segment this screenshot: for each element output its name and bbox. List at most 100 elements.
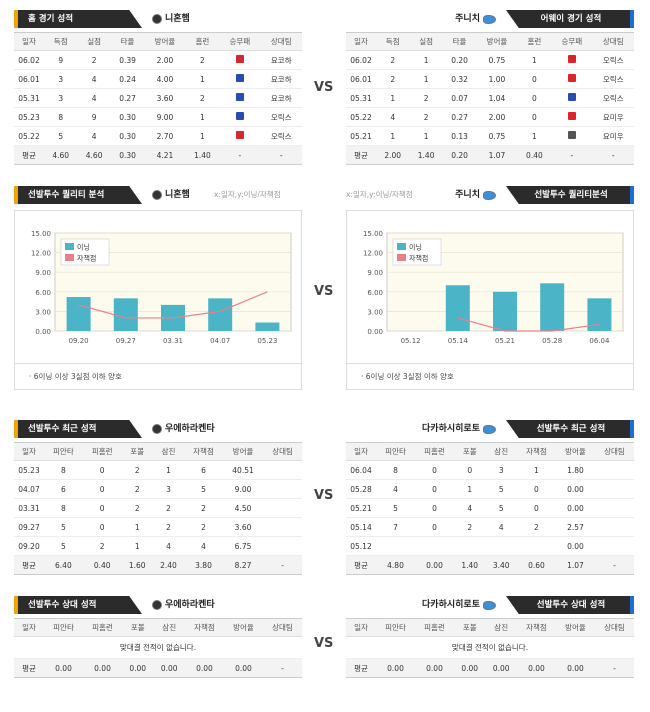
- column-header: 방어율: [476, 32, 518, 51]
- table-row: 05.22 4 2 0.27 2.00 0 요미우: [346, 107, 634, 127]
- column-header: 삼진: [485, 618, 517, 637]
- vs-label: VS: [314, 80, 334, 95]
- legend-label: 자책점: [409, 254, 428, 263]
- column-header: 일자: [14, 442, 44, 461]
- table-cell: 2: [121, 479, 153, 499]
- result-badge-icon: [235, 74, 244, 82]
- away-quality-tag: 선발투수 퀄리티분석: [506, 186, 634, 204]
- away-quality-svg: 15.00 12.00 9.00 6.00 3.00 0.00 05.12 05.14 05.2…: [363, 230, 624, 345]
- result-badge-icon: [567, 131, 576, 139]
- table-cell: 9.00: [222, 479, 264, 499]
- table-row: 09.20 5 2 1 4 4 6.75: [14, 536, 302, 556]
- table-cell: 05.12: [346, 536, 376, 556]
- avg-cell: 평균: [346, 658, 376, 678]
- empty-message: 맞대결 전적이 없습니다.: [346, 636, 634, 659]
- table-cell: 2: [121, 460, 153, 480]
- column-header: 포볼: [121, 442, 153, 461]
- result-badge-icon: [567, 74, 576, 82]
- avg-cell: 평균: [14, 145, 44, 165]
- table-cell: 3: [44, 69, 78, 89]
- y-tick-label: 15.00: [363, 230, 383, 238]
- avg-cell: 0.00: [555, 658, 595, 678]
- avg-cell: 0.00: [485, 658, 517, 678]
- avg-cell: 0.40: [82, 555, 122, 575]
- opponent-cell: 오릭스: [260, 107, 302, 127]
- table-cell: [594, 479, 634, 499]
- table-cell: 4.00: [144, 69, 186, 89]
- y-tick-label: 6.00: [367, 289, 383, 297]
- result-badge-icon: [567, 55, 576, 63]
- table-cell: 06.01: [14, 69, 44, 89]
- table-cell: 05.23: [14, 107, 44, 127]
- table-cell: 6: [184, 460, 223, 480]
- avg-cell: 0.00: [415, 555, 454, 575]
- table-cell: 4: [152, 536, 185, 556]
- table-cell: 09.20: [14, 536, 44, 556]
- table-cell: 1: [185, 107, 220, 127]
- table-cell: 1: [121, 517, 153, 537]
- team-logo-icon: [483, 600, 496, 610]
- away-quality-chart: 15.00 12.00 9.00 6.00 3.00 0.00 05.12 05.14 05.2…: [346, 210, 634, 364]
- table-cell: 1: [454, 479, 486, 499]
- avg-cell: 0.40: [517, 145, 552, 165]
- avg-cell: 6.40: [44, 555, 83, 575]
- table-cell: [263, 517, 302, 537]
- table-cell: 0: [415, 498, 454, 518]
- y-tick-label: 3.00: [35, 308, 51, 316]
- x-tick-label: 09.20: [69, 337, 89, 345]
- series-line: [78, 291, 268, 319]
- table-cell: 7: [376, 517, 415, 537]
- away-recent-panel: 주니치 어웨이 경기 성적 일자 득점 실점 타율 방어율 홈런 승무패 상대팀 06.02 2…: [346, 10, 634, 165]
- avg-cell: 0.00: [223, 658, 263, 678]
- table-cell: 4: [77, 126, 111, 146]
- home-quality-chart: 15.00 12.00 9.00 6.00 3.00 0.00 09.20 09.27 03.3…: [14, 210, 302, 364]
- result-badge-icon: [235, 131, 244, 139]
- table-cell: 0: [82, 517, 122, 537]
- table-cell: 1: [409, 126, 443, 146]
- table-cell: 8: [44, 498, 83, 518]
- column-header: 타율: [442, 32, 477, 51]
- table-cell: 9: [77, 107, 111, 127]
- x-tick-label: 05.23: [257, 337, 277, 345]
- home-team-label: 니혼햄: [152, 186, 190, 204]
- result-cell: [219, 69, 261, 89]
- table-cell: 0.13: [442, 126, 477, 146]
- avg-cell: -: [263, 555, 302, 575]
- table-cell: 5: [376, 498, 415, 518]
- table-cell: [376, 536, 415, 556]
- column-header: 방어율: [555, 442, 595, 461]
- table-cell: 5: [485, 479, 517, 499]
- table-row: 09.27 5 0 1 2 2 3.60: [14, 517, 302, 537]
- y-tick-label: 9.00: [35, 269, 51, 277]
- result-badge-icon: [567, 112, 576, 120]
- opponent-cell: 요미우: [592, 107, 634, 127]
- y-tick-label: 12.00: [31, 250, 51, 258]
- column-header: 피홈런: [83, 618, 122, 637]
- table-cell: 8: [44, 460, 83, 480]
- x-tick-label: 05.12: [401, 337, 421, 345]
- result-cell: [551, 69, 593, 89]
- table-cell: 2.00: [144, 50, 186, 70]
- table-cell: [454, 536, 486, 556]
- table-row: 05.14 7 0 2 4 2 2.57: [346, 517, 634, 537]
- table-cell: 2: [409, 88, 443, 108]
- table-cell: 1.80: [555, 460, 595, 480]
- away-pitcher-recent-panel: 다카하시히로토 선발투수 최근 성적 일자 피안타 피홈런 포볼 삼진 자책점 방어율 상대팀…: [346, 420, 634, 575]
- table-cell: 0.27: [110, 88, 145, 108]
- table-cell: 1: [376, 126, 410, 146]
- home-pitcher-vs-panel: 선발투수 상대 성적 우에하라켄타 일자 피안타 피홈런 포볼 삼진 자책점 방어율 상대팀 …: [14, 596, 302, 678]
- home-quality-tag: 선발투수 퀄리티 분석: [14, 186, 142, 204]
- table-cell: 1: [121, 536, 153, 556]
- column-header: 포볼: [454, 618, 486, 637]
- table-cell: 0: [454, 460, 486, 480]
- team-logo-icon: [152, 600, 162, 610]
- team-logo-icon: [483, 14, 496, 24]
- column-header: 상대팀: [594, 618, 634, 637]
- column-header: 일자: [346, 618, 376, 637]
- bar: [66, 297, 91, 331]
- table-row: 05.12 0.00: [346, 536, 634, 556]
- column-header: 득점: [376, 32, 410, 51]
- column-header: 포볼: [454, 442, 486, 461]
- table-cell: 0: [516, 479, 556, 499]
- column-header: 실점: [409, 32, 443, 51]
